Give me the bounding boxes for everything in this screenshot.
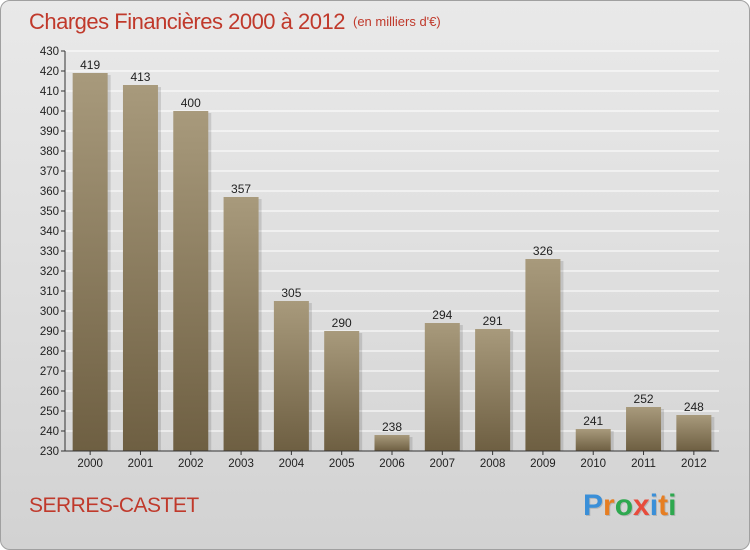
- bar-2006: [374, 435, 410, 451]
- chart-title: Charges Financières 2000 à 2012: [29, 9, 345, 34]
- y-tick-label: 420: [40, 66, 59, 78]
- axes: [61, 50, 719, 455]
- data-label-2007: 294: [432, 308, 452, 322]
- logo-letter: i: [649, 489, 659, 522]
- y-tick-label: 370: [40, 166, 59, 178]
- bar-2010: [575, 429, 611, 451]
- data-label-2011: 252: [634, 392, 654, 406]
- proxiti-logo: Proxiti: [583, 489, 676, 523]
- x-tick-label-2011: 2011: [631, 458, 656, 470]
- y-tick-label: 320: [40, 266, 59, 278]
- bar-2012: [676, 415, 712, 451]
- x-tick-label-2003: 2003: [228, 458, 254, 470]
- data-label-2003: 357: [231, 182, 251, 196]
- x-tick-label-2012: 2012: [681, 458, 707, 470]
- bar-2005: [324, 331, 360, 451]
- data-label-2008: 291: [483, 314, 503, 328]
- data-label-2000: 419: [80, 58, 100, 72]
- y-tick-label: 410: [40, 86, 59, 98]
- data-label-2002: 400: [181, 96, 201, 110]
- y-tick-label: 330: [40, 246, 59, 258]
- x-tick-label-2009: 2009: [530, 458, 556, 470]
- y-tick-label: 390: [40, 126, 59, 138]
- data-label-2005: 290: [332, 316, 352, 330]
- y-tick-label: 350: [40, 206, 59, 218]
- data-label-2010: 241: [583, 414, 603, 428]
- data-label-2004: 305: [281, 286, 301, 300]
- logo-letter: x: [633, 489, 650, 522]
- bar-2009: [525, 259, 561, 451]
- y-tick-label: 250: [40, 406, 59, 418]
- y-tick-label: 260: [40, 386, 59, 398]
- logo-letter: o: [614, 489, 634, 522]
- y-tick-label: 240: [40, 426, 59, 438]
- y-tick-label: 430: [40, 46, 59, 58]
- x-tick-label-2006: 2006: [379, 458, 405, 470]
- y-tick-label: 280: [40, 346, 59, 358]
- y-tick-label: 360: [40, 186, 59, 198]
- x-tick-label-2005: 2005: [329, 458, 355, 470]
- y-tick-label: 310: [40, 286, 59, 298]
- gridlines: [65, 50, 719, 432]
- bar-2008: [475, 329, 511, 451]
- commune-name: SERRES-CASTET: [29, 494, 199, 517]
- data-label-2012: 248: [684, 400, 704, 414]
- bar-2011: [626, 407, 662, 451]
- y-tick-label: 380: [40, 146, 59, 158]
- bar-2001: [122, 85, 158, 451]
- bar-2004: [273, 301, 309, 451]
- bar-2003: [223, 197, 259, 451]
- y-tick-label: 400: [40, 106, 59, 118]
- data-label-2009: 326: [533, 244, 553, 258]
- y-tick-label: 270: [40, 366, 59, 378]
- y-tick-label: 340: [40, 226, 59, 238]
- x-tick-label-2001: 2001: [128, 458, 154, 470]
- data-label-2001: 413: [130, 70, 150, 84]
- x-tick-label-2008: 2008: [480, 458, 506, 470]
- logo-letter: t: [658, 489, 669, 522]
- x-tick-label-2000: 2000: [77, 458, 103, 470]
- y-tick-label: 300: [40, 306, 59, 318]
- logo-letter: P: [583, 489, 604, 522]
- x-tick-label-2010: 2010: [580, 458, 606, 470]
- x-tick-label-2002: 2002: [178, 458, 204, 470]
- y-tick-label: 230: [40, 446, 59, 458]
- logo-letter: r: [603, 489, 615, 522]
- data-label-2006: 238: [382, 420, 402, 434]
- chart-subtitle: (en milliers d'€): [353, 14, 441, 29]
- bar-2007: [424, 323, 460, 451]
- x-tick-label-2004: 2004: [279, 458, 305, 470]
- bar-2002: [173, 111, 209, 451]
- logo-letter: i: [668, 489, 677, 522]
- labels: 230 240 250 260 270 280 290 300 310 320 330 340 350 3…: [40, 46, 707, 470]
- bar-2000: [72, 73, 108, 451]
- bars: [72, 73, 715, 451]
- x-tick-label-2007: 2007: [430, 458, 456, 470]
- y-tick-label: 290: [40, 326, 59, 338]
